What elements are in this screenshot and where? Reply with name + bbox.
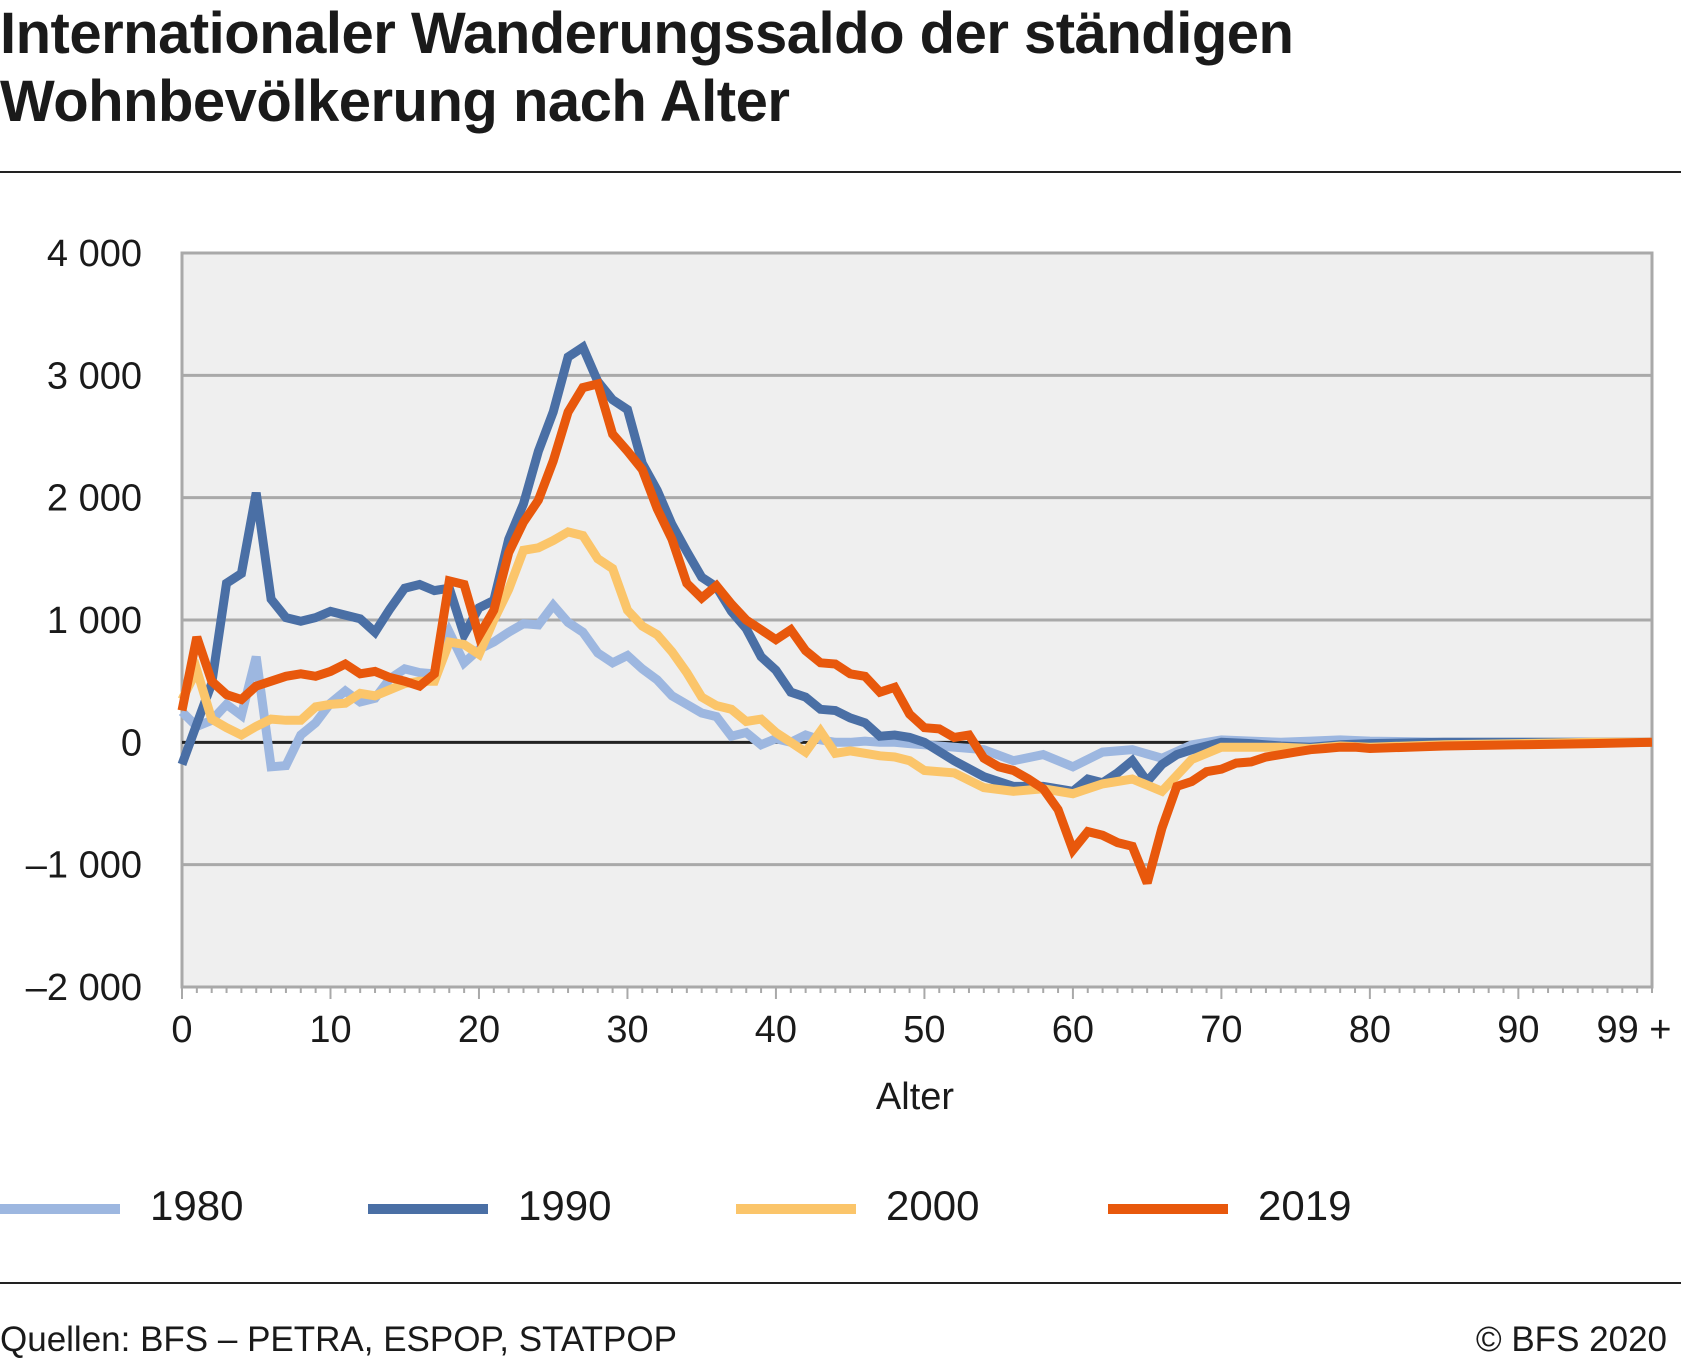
x-tick-label: 60 bbox=[1052, 1009, 1094, 1051]
legend-label-2019: 2019 bbox=[1258, 1182, 1352, 1229]
y-tick-label: 3 000 bbox=[47, 355, 142, 397]
y-axis-tick-labels: 4 000 3 000 2 000 1 000 0 –1 000 –2 000 bbox=[26, 233, 142, 1009]
legend-swatch-2000 bbox=[736, 1204, 856, 1214]
footer-divider bbox=[0, 1282, 1681, 1284]
y-tick-label: 4 000 bbox=[47, 233, 142, 275]
x-tick-label: 0 bbox=[171, 1009, 192, 1051]
legend-swatch-1980 bbox=[0, 1204, 120, 1214]
title-divider bbox=[0, 171, 1681, 173]
y-tick-label: –1 000 bbox=[26, 845, 142, 887]
legend-label-1980: 1980 bbox=[150, 1182, 244, 1229]
x-tick-label: 50 bbox=[903, 1009, 945, 1051]
x-tick-label: 20 bbox=[458, 1009, 500, 1051]
legend-label-2000: 2000 bbox=[886, 1182, 980, 1229]
gridlines bbox=[182, 251, 1652, 989]
legend-swatch-2019 bbox=[1108, 1204, 1228, 1214]
line-chart: 4 000 3 000 2 000 1 000 0 –1 000 –2 000 0 10 20 3… bbox=[26, 233, 1672, 1118]
y-tick-label: 2 000 bbox=[47, 478, 142, 520]
x-tick-label: 30 bbox=[606, 1009, 648, 1051]
y-tick-label: 1 000 bbox=[47, 600, 142, 642]
series-line-2000 bbox=[177, 527, 1652, 799]
x-tick-label: 90 bbox=[1497, 1009, 1539, 1051]
x-tick-label: 99 + bbox=[1596, 1009, 1671, 1051]
source-note: Quellen: BFS – PETRA, ESPOP, STATPOP bbox=[0, 1320, 677, 1359]
x-tick-label: 40 bbox=[755, 1009, 797, 1051]
y-tick-label: –2 000 bbox=[26, 967, 142, 1009]
x-axis-tick-labels: 0 10 20 30 40 50 60 70 80 90 99 + bbox=[171, 1009, 1671, 1051]
legend: 1980 1990 2000 2019 bbox=[0, 1172, 1681, 1242]
y-tick-label: 0 bbox=[121, 722, 142, 764]
copyright: © BFS 2020 bbox=[1475, 1320, 1667, 1359]
series-lines bbox=[177, 340, 1653, 885]
legend-swatch-1990 bbox=[368, 1204, 488, 1214]
legend-label-1990: 1990 bbox=[518, 1182, 612, 1229]
x-axis-label: Alter bbox=[876, 1076, 954, 1118]
x-tick-label: 70 bbox=[1200, 1009, 1242, 1051]
x-axis-tick-marks bbox=[181, 987, 1653, 999]
series-line-2019 bbox=[177, 378, 1653, 885]
x-tick-label: 80 bbox=[1349, 1009, 1391, 1051]
chart-title: Internationaler Wanderungssaldo der stän… bbox=[0, 1, 1294, 134]
x-tick-label: 10 bbox=[309, 1009, 351, 1051]
